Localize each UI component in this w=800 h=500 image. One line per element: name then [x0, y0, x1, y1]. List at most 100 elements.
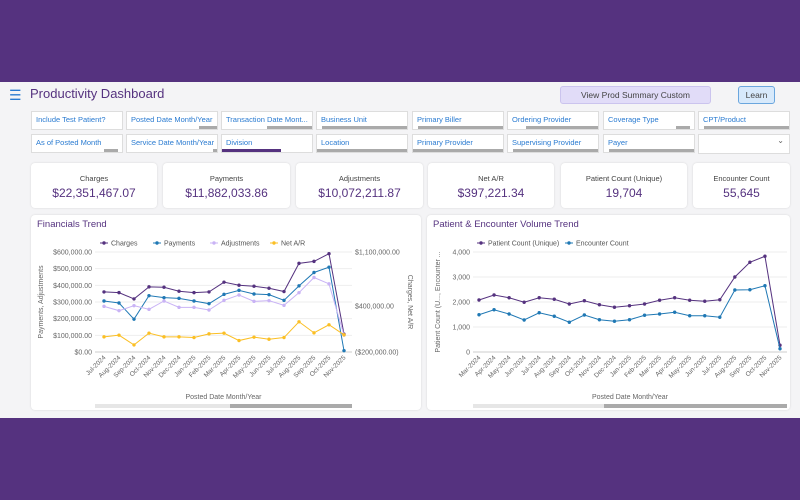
data-point[interactable]	[102, 299, 106, 303]
data-point[interactable]	[718, 298, 722, 302]
filter-cpt-product[interactable]: CPT/Product	[698, 111, 790, 130]
view-prod-summary-button[interactable]: View Prod Summary Custom	[560, 86, 711, 104]
data-point[interactable]	[582, 299, 587, 303]
data-point[interactable]	[267, 337, 271, 341]
data-point[interactable]	[342, 333, 346, 337]
data-point[interactable]	[222, 331, 226, 335]
filter-business-unit[interactable]: Business Unit	[316, 111, 408, 130]
data-point[interactable]	[162, 285, 166, 289]
data-point[interactable]	[612, 305, 617, 309]
data-point[interactable]	[297, 261, 301, 266]
data-point[interactable]	[237, 288, 241, 293]
data-point[interactable]	[237, 283, 241, 287]
data-point[interactable]	[282, 298, 286, 303]
data-point[interactable]	[703, 314, 707, 318]
data-point[interactable]	[252, 299, 256, 304]
data-point[interactable]	[252, 284, 256, 288]
data-point[interactable]	[582, 313, 587, 317]
data-point[interactable]	[282, 303, 286, 308]
data-point[interactable]	[252, 292, 256, 296]
data-point[interactable]	[297, 290, 301, 295]
scrollbar-thumb[interactable]	[604, 404, 787, 408]
data-point[interactable]	[492, 293, 496, 297]
data-point[interactable]	[763, 254, 767, 258]
data-point[interactable]	[237, 338, 241, 343]
data-point[interactable]	[162, 335, 166, 339]
data-point[interactable]	[192, 290, 196, 295]
data-point[interactable]	[282, 335, 286, 340]
data-point[interactable]	[688, 298, 692, 302]
data-point[interactable]	[147, 285, 151, 289]
data-point[interactable]	[312, 259, 316, 264]
filter-payer[interactable]: Payer	[603, 134, 695, 153]
filter-coverage-type[interactable]: Coverage Type	[603, 111, 695, 130]
data-point[interactable]	[177, 335, 181, 339]
data-point[interactable]	[552, 297, 556, 301]
data-point[interactable]	[207, 308, 211, 312]
data-point[interactable]	[477, 313, 481, 317]
data-point[interactable]	[522, 318, 526, 322]
data-point[interactable]	[477, 298, 481, 302]
data-point[interactable]	[748, 260, 752, 264]
data-point[interactable]	[132, 297, 136, 301]
data-point[interactable]	[342, 348, 346, 353]
data-point[interactable]	[537, 296, 541, 300]
data-point[interactable]	[282, 289, 286, 294]
data-point[interactable]	[192, 335, 196, 340]
data-point[interactable]	[657, 298, 662, 302]
data-point[interactable]	[117, 333, 121, 337]
data-point[interactable]	[297, 320, 301, 324]
data-point[interactable]	[552, 314, 556, 318]
data-point[interactable]	[222, 298, 226, 303]
data-point[interactable]	[192, 299, 196, 303]
data-point[interactable]	[492, 308, 496, 312]
legend-item[interactable]: Adjustments	[221, 241, 260, 248]
filter-service-date-month-year[interactable]: Service Date Month/Year	[126, 134, 218, 153]
legend-item[interactable]: Payments	[164, 241, 196, 248]
scrollbar-thumb[interactable]	[230, 404, 352, 408]
data-point[interactable]	[567, 320, 571, 324]
data-point[interactable]	[267, 298, 271, 303]
data-point[interactable]	[177, 305, 181, 310]
data-point[interactable]	[733, 288, 737, 292]
data-point[interactable]	[312, 270, 316, 275]
data-point[interactable]	[327, 265, 331, 269]
data-point[interactable]	[763, 284, 767, 288]
data-point[interactable]	[597, 303, 602, 307]
legend-item[interactable]: Net A/R	[281, 241, 305, 248]
data-point[interactable]	[778, 347, 782, 351]
data-point[interactable]	[132, 317, 136, 321]
data-point[interactable]	[207, 301, 211, 306]
filter-supervising-provider[interactable]: Supervising Provider	[507, 134, 599, 153]
scrollbar-track[interactable]	[95, 404, 352, 408]
data-point[interactable]	[327, 282, 331, 286]
data-point[interactable]	[297, 284, 301, 288]
data-point[interactable]	[117, 290, 121, 295]
data-point[interactable]	[642, 302, 647, 306]
filter-dropdown[interactable]: ⌄	[698, 134, 790, 154]
data-point[interactable]	[102, 335, 106, 339]
data-point[interactable]	[627, 304, 632, 308]
filter-transaction-date-mont[interactable]: Transaction Date Mont...	[221, 111, 313, 130]
data-point[interactable]	[147, 331, 151, 335]
hamburger-icon[interactable]: ☰	[9, 87, 22, 103]
filter-location[interactable]: Location	[316, 134, 408, 153]
data-point[interactable]	[327, 323, 331, 327]
filter-primary-biller[interactable]: Primary Biller	[412, 111, 504, 130]
data-point[interactable]	[267, 286, 271, 290]
learn-button[interactable]: Learn	[738, 86, 775, 104]
data-point[interactable]	[657, 312, 662, 316]
data-point[interactable]	[672, 310, 677, 314]
data-point[interactable]	[132, 343, 136, 347]
legend-item[interactable]: Encounter Count	[576, 241, 629, 248]
data-point[interactable]	[117, 308, 121, 313]
data-point[interactable]	[222, 292, 226, 297]
legend-item[interactable]: Charges	[111, 241, 138, 248]
data-point[interactable]	[222, 280, 226, 284]
data-point[interactable]	[177, 289, 181, 293]
data-point[interactable]	[612, 319, 617, 323]
data-point[interactable]	[733, 275, 737, 279]
data-point[interactable]	[688, 314, 692, 318]
data-point[interactable]	[237, 293, 241, 297]
data-point[interactable]	[162, 299, 166, 303]
